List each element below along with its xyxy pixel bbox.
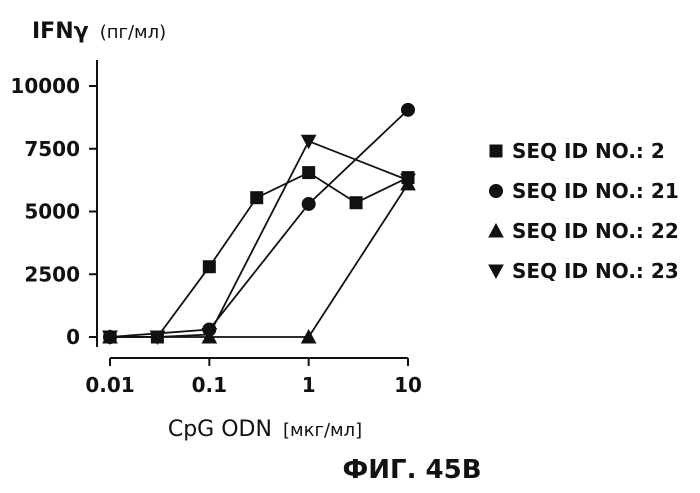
x-axis-label-unit: [мкг/мл] xyxy=(283,420,362,441)
y-axis-label-main: IFNγ xyxy=(32,19,89,44)
data-point xyxy=(251,192,263,204)
legend-item: SEQ ID NO.: 21 xyxy=(490,179,679,203)
y-axis-label: IFNγ (пг/мл) xyxy=(32,19,166,44)
legend-marker xyxy=(490,145,502,157)
legend-label: SEQ ID NO.: 22 xyxy=(512,219,679,243)
legend-item: SEQ ID NO.: 22 xyxy=(489,219,679,243)
line-chart: IFNγ (пг/мл) 0 2500 5000 7500 10000 0.01 0.1 1… xyxy=(0,0,700,493)
legend-label: SEQ ID NO.: 23 xyxy=(512,259,679,283)
series-line xyxy=(110,110,408,337)
series-group xyxy=(103,103,415,344)
data-point xyxy=(203,261,215,273)
x-tick-label: 0.01 xyxy=(85,373,134,397)
legend-label: SEQ ID NO.: 21 xyxy=(512,179,679,203)
x-axis-label-main: CpG ODN xyxy=(168,417,272,442)
x-tick-label: 0.1 xyxy=(192,373,227,397)
y-tick-label: 10000 xyxy=(10,74,80,98)
figure-caption: ФИГ. 45В xyxy=(342,455,481,485)
data-point xyxy=(350,197,362,209)
legend-marker xyxy=(489,265,503,278)
data-point xyxy=(302,197,315,210)
y-tick-label: 7500 xyxy=(24,137,80,161)
legend-marker xyxy=(489,224,503,237)
legend: SEQ ID NO.: 2 SEQ ID NO.: 21 SEQ ID NO.: 2… xyxy=(489,139,679,283)
series-1 xyxy=(104,167,414,343)
x-tick-label: 10 xyxy=(394,373,422,397)
data-point xyxy=(402,103,415,116)
y-tick-label: 5000 xyxy=(24,200,80,224)
x-axis-label: CpG ODN [мкг/мл] xyxy=(168,417,362,442)
legend-marker xyxy=(490,185,503,198)
y-tick-label: 2500 xyxy=(24,262,80,286)
legend-item: SEQ ID NO.: 23 xyxy=(489,259,679,283)
y-axis-label-unit: (пг/мл) xyxy=(100,22,166,43)
y-ticks: 0 2500 5000 7500 10000 xyxy=(10,74,97,349)
y-tick-label: 0 xyxy=(66,325,80,349)
data-point xyxy=(302,135,316,148)
series-line xyxy=(110,184,408,337)
series-2 xyxy=(104,103,415,343)
series-line xyxy=(110,141,408,337)
series-4 xyxy=(103,135,415,344)
legend-label: SEQ ID NO.: 2 xyxy=(512,139,665,163)
data-point xyxy=(303,167,315,179)
x-ticks: 0.01 0.1 1 10 xyxy=(85,358,422,397)
x-tick-label: 1 xyxy=(302,373,316,397)
legend-item: SEQ ID NO.: 2 xyxy=(490,139,665,163)
